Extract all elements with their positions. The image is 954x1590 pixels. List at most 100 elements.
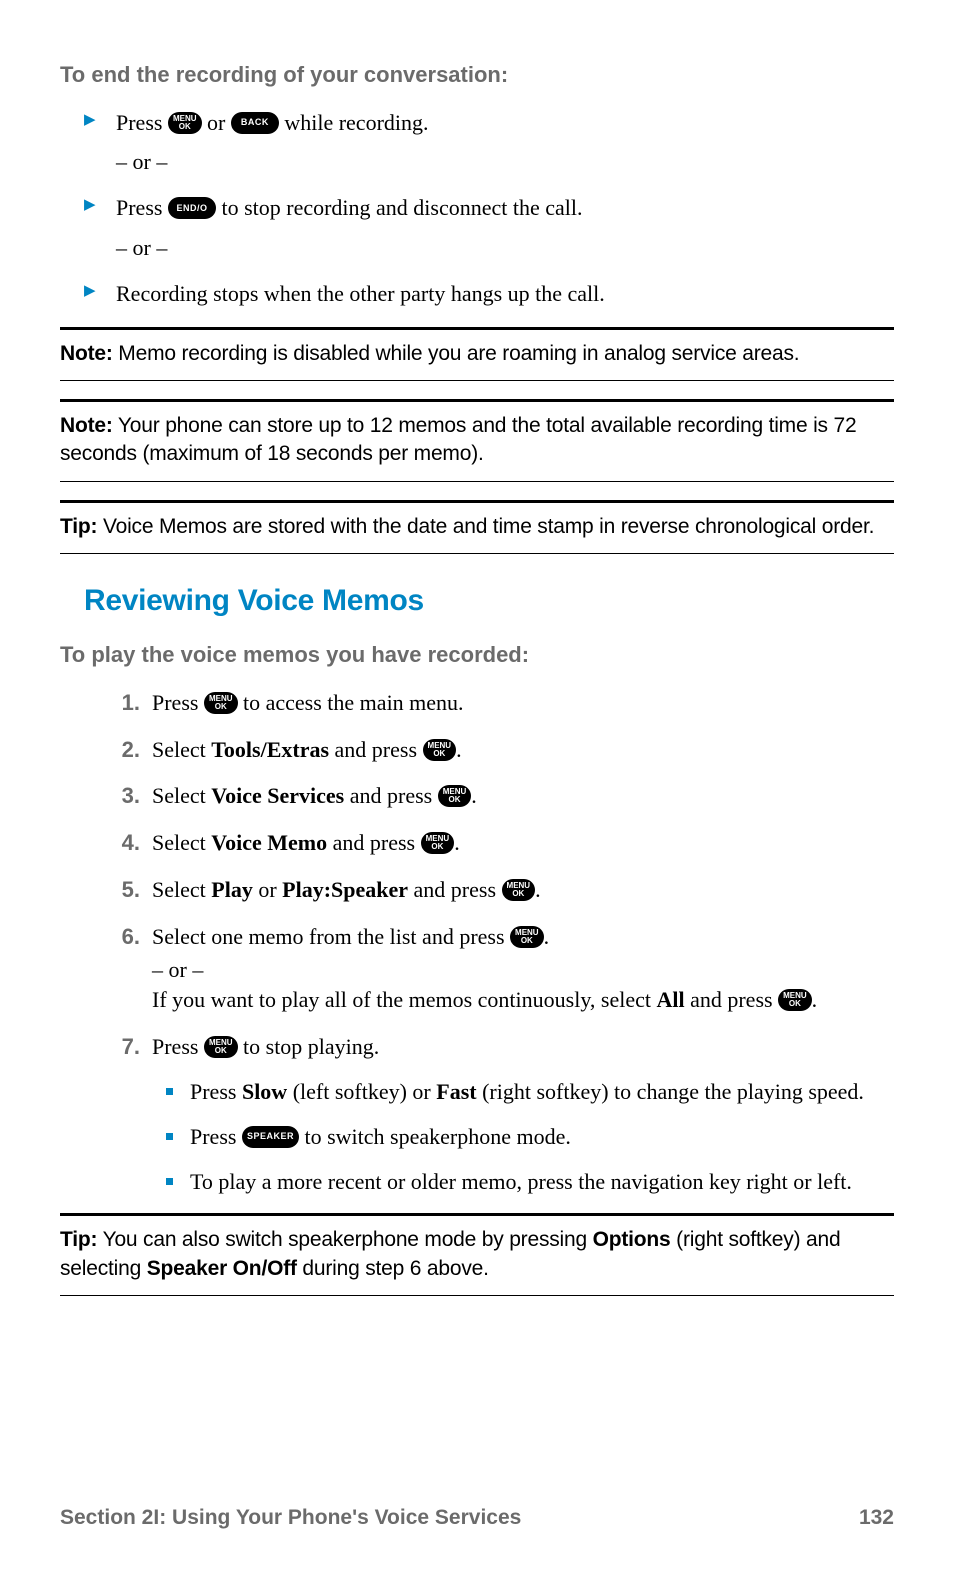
section-subheading: To play the voice memos you have recorde…: [60, 640, 894, 670]
text: .: [535, 877, 541, 902]
note-label: Note:: [60, 414, 113, 437]
text: .: [454, 830, 460, 855]
step-2: 2. Select Tools/Extras and press MENU OK…: [152, 735, 894, 766]
menu-ok-key-icon: MENU OK: [168, 112, 202, 134]
step-4: 4. Select Voice Memo and press MENU OK.: [152, 828, 894, 859]
step-number: 1.: [110, 688, 140, 719]
note-box-2: Note: Your phone can store up to 12 memo…: [60, 399, 894, 482]
text: (right softkey) to change the playing sp…: [477, 1079, 864, 1104]
bold-text: Slow: [242, 1079, 287, 1104]
text: You can also switch speakerphone mode by…: [97, 1228, 592, 1251]
intro-heading: To end the recording of your conversatio…: [60, 60, 894, 90]
text: and press: [408, 877, 501, 902]
note-text: Memo recording is disabled while you are…: [113, 342, 800, 365]
text: and press: [329, 737, 422, 762]
step-number: 4.: [110, 828, 140, 859]
text: Press: [190, 1079, 242, 1104]
bold-text: Voice Memo: [211, 830, 327, 855]
menu-ok-key-icon: MENU OK: [502, 879, 536, 901]
text: Press: [116, 110, 168, 135]
sub-item-1: Press Slow (left softkey) or Fast (right…: [190, 1077, 894, 1108]
tip-label: Tip:: [60, 1228, 97, 1251]
bold-text: Speaker On/Off: [147, 1257, 297, 1280]
menu-ok-key-icon: MENU OK: [204, 1036, 238, 1058]
note-box-1: Note: Memo recording is disabled while y…: [60, 327, 894, 381]
end-key-icon: END/O: [168, 197, 216, 219]
step-7-subitems: Press Slow (left softkey) or Fast (right…: [152, 1077, 894, 1197]
step-number: 6.: [110, 922, 140, 953]
or-separator: – or –: [60, 149, 894, 175]
step-number: 2.: [110, 735, 140, 766]
bold-text: Tools/Extras: [211, 737, 329, 762]
menu-ok-key-icon: MENU OK: [421, 832, 455, 854]
text: Select: [152, 737, 211, 762]
menu-ok-key-icon: MENU OK: [510, 926, 544, 948]
tip-box-1: Tip: Voice Memos are stored with the dat…: [60, 500, 894, 554]
bold-text: Play:Speaker: [282, 877, 408, 902]
text: and press: [685, 987, 778, 1012]
intro-item-2: Press END/O to stop recording and discon…: [116, 193, 894, 223]
intro-block: To end the recording of your conversatio…: [60, 60, 894, 309]
intro-bullets-3: Recording stops when the other party han…: [60, 279, 894, 309]
text: To play a more recent or older memo, pre…: [190, 1169, 852, 1194]
text: to access the main menu.: [238, 690, 464, 715]
tip-text: Voice Memos are stored with the date and…: [97, 515, 874, 538]
intro-item-1: Press MENU OK or BACK while recording.: [116, 108, 894, 138]
text: Select: [152, 830, 211, 855]
bold-text: Fast: [436, 1079, 476, 1104]
text: Press: [152, 1034, 204, 1059]
or-separator: – or –: [152, 955, 894, 986]
intro-bullets-2: Press END/O to stop recording and discon…: [60, 193, 894, 223]
text: .: [812, 987, 818, 1012]
menu-ok-key-icon: MENU OK: [778, 989, 812, 1011]
footer-page-number: 132: [859, 1506, 894, 1530]
text: If you want to play all of the memos con…: [152, 987, 656, 1012]
text: to switch speakerphone mode.: [299, 1124, 571, 1149]
steps-list: 1. Press MENU OK to access the main menu…: [60, 688, 894, 1198]
step-3: 3. Select Voice Services and press MENU …: [152, 781, 894, 812]
menu-ok-key-icon: MENU OK: [423, 739, 457, 761]
text: Press: [152, 690, 204, 715]
bold-text: Options: [593, 1228, 671, 1251]
note-label: Note:: [60, 342, 113, 365]
tip-box-2: Tip: You can also switch speakerphone mo…: [60, 1213, 894, 1296]
step-7: 7. Press MENU OK to stop playing. Press …: [152, 1032, 894, 1197]
bold-text: Voice Services: [211, 783, 344, 808]
text: during step 6 above.: [297, 1257, 489, 1280]
step-number: 5.: [110, 875, 140, 906]
bold-text: All: [656, 987, 684, 1012]
step-6: 6. Select one memo from the list and pre…: [152, 922, 894, 1016]
step-6-continuation: If you want to play all of the memos con…: [152, 985, 894, 1016]
section-heading: Reviewing Voice Memos: [84, 584, 894, 618]
page-footer: Section 2I: Using Your Phone's Voice Ser…: [60, 1506, 894, 1530]
speaker-key-icon: SPEAKER: [242, 1126, 299, 1148]
text: to stop recording and disconnect the cal…: [216, 195, 583, 220]
back-key-icon: BACK: [231, 112, 279, 134]
text: Recording stops when the other party han…: [116, 281, 605, 306]
text: Press: [116, 195, 168, 220]
text: .: [456, 737, 462, 762]
text: while recording.: [279, 110, 429, 135]
or-separator: – or –: [60, 235, 894, 261]
bold-text: Play: [211, 877, 253, 902]
footer-section: Section 2I: Using Your Phone's Voice Ser…: [60, 1506, 521, 1530]
text: or: [253, 877, 282, 902]
text: (left softkey) or: [287, 1079, 436, 1104]
text: or: [202, 110, 231, 135]
text: .: [471, 783, 477, 808]
step-1: 1. Press MENU OK to access the main menu…: [152, 688, 894, 719]
menu-ok-key-icon: MENU OK: [438, 785, 472, 807]
text: and press: [327, 830, 420, 855]
note-text: Your phone can store up to 12 memos and …: [60, 414, 856, 465]
sub-item-3: To play a more recent or older memo, pre…: [190, 1167, 894, 1198]
intro-item-3: Recording stops when the other party han…: [116, 279, 894, 309]
step-number: 7.: [110, 1032, 140, 1063]
text: Select: [152, 783, 211, 808]
tip-label: Tip:: [60, 515, 97, 538]
text: .: [544, 924, 550, 949]
text: to stop playing.: [238, 1034, 380, 1059]
text: Select one memo from the list and press: [152, 924, 510, 949]
text: Select: [152, 877, 211, 902]
intro-bullets: Press MENU OK or BACK while recording.: [60, 108, 894, 138]
menu-ok-key-icon: MENU OK: [204, 692, 238, 714]
